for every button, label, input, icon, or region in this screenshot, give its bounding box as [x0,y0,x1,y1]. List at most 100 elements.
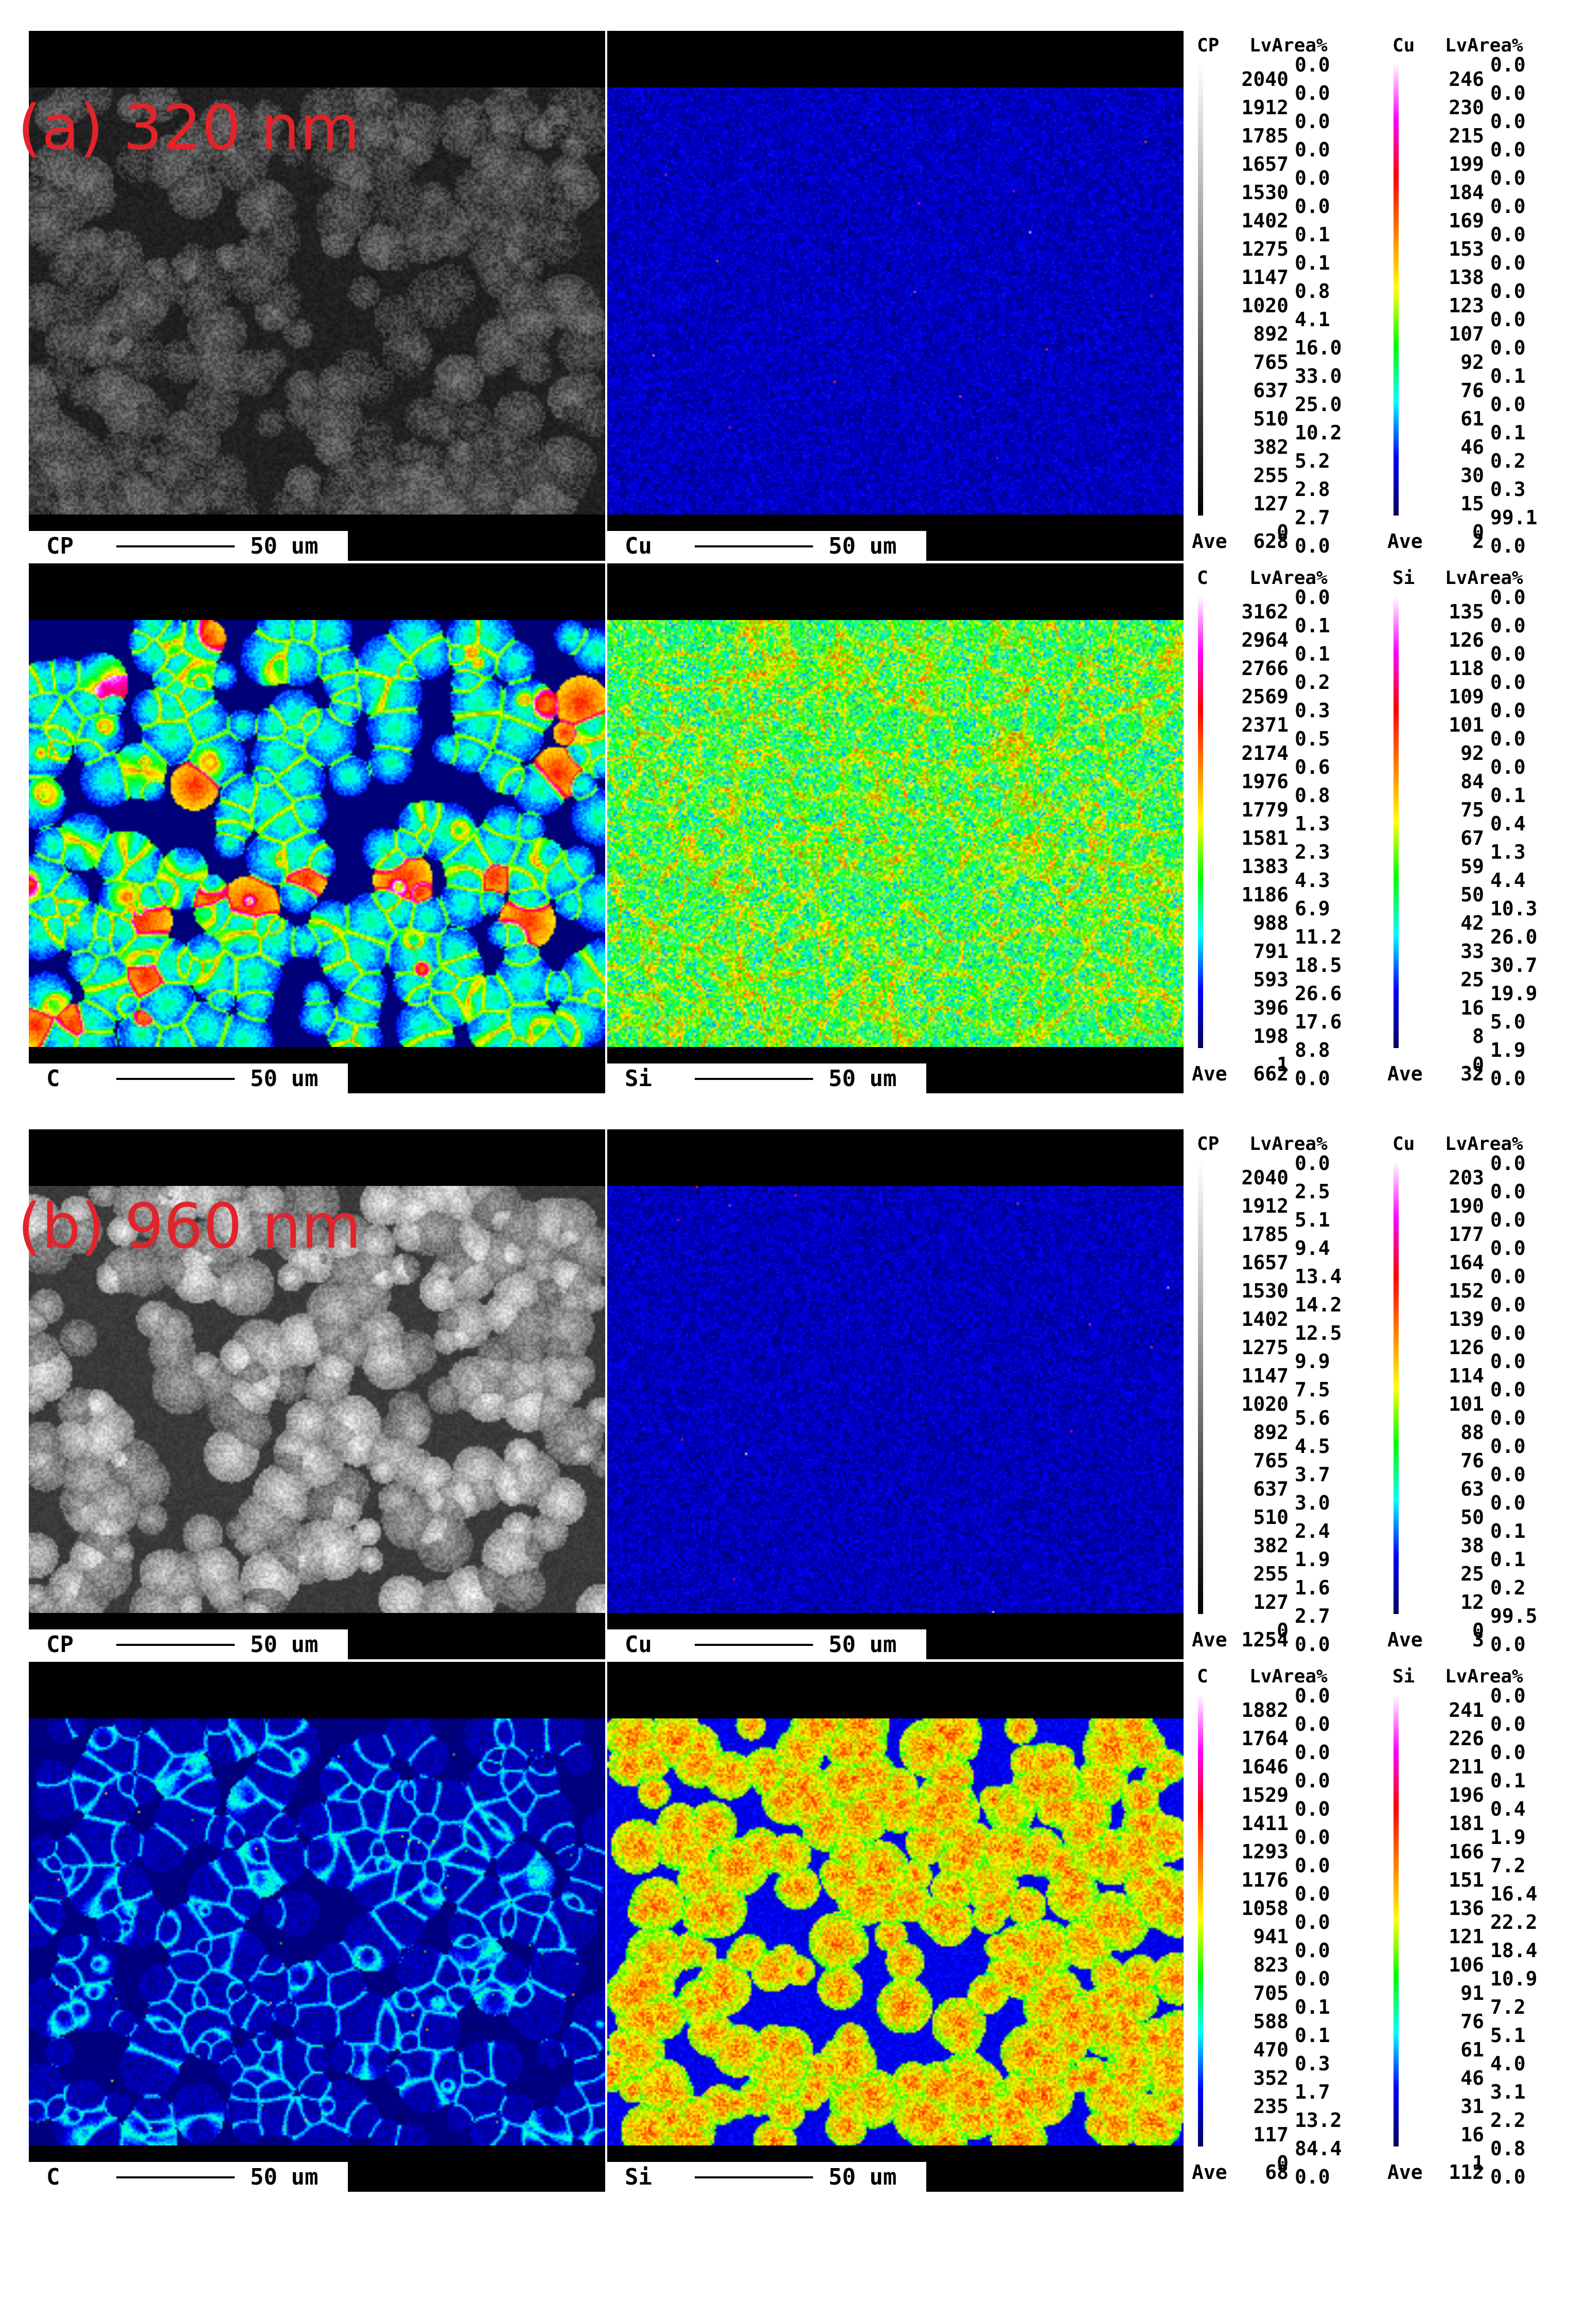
area-percent: 0.0 [1490,280,1526,303]
area-percent: 2.8 [1295,478,1330,501]
element-label: C [46,2164,60,2190]
area-percent: 0.2 [1490,450,1526,472]
eds-map-cu: Cu 50 um [607,1129,1184,1659]
color-scale-bar [1394,1161,1399,1614]
level-value: 16 [1460,2123,1484,2146]
level-value: 765 [1253,1449,1289,1472]
level-value: 1912 [1241,96,1289,119]
area-percent: 0.0 [1490,1463,1526,1486]
level-value: 2964 [1241,629,1289,651]
level-value: 118 [1449,657,1484,680]
area-percent: 1.3 [1490,841,1526,863]
area-percent: 2.7 [1295,1605,1330,1627]
level-value: 1293 [1241,1840,1289,1863]
level-legend-cp: CP LvArea% 2040 1912 1785 1657 1530 1402 1275 114… [1189,31,1379,561]
level-value: 235 [1253,2095,1289,2118]
map-caption: CP 50 um [29,531,348,561]
area-percent: 12.5 [1295,1322,1342,1344]
area-percent: 1.6 [1295,1576,1330,1599]
eds-map-c: C 50 um [29,563,605,1093]
level-value: 892 [1253,323,1289,345]
level-value: 25 [1460,968,1484,991]
average-value: 3 [1472,1628,1484,1651]
level-value: 1176 [1241,1869,1289,1891]
map-image [29,87,605,515]
area-percent: 0.0 [1490,586,1526,609]
level-value: 121 [1449,1925,1484,1948]
level-value: 988 [1253,912,1289,934]
area-percent: 10.9 [1490,1967,1538,1990]
area-percent: 10.3 [1490,897,1538,920]
scale-label: 50 um [250,533,319,559]
scale-bar [695,2176,813,2178]
area-percent: 10.2 [1295,421,1342,444]
average-label: Ave [1387,530,1423,553]
level-value: 92 [1460,351,1484,374]
level-value: 114 [1449,1364,1484,1387]
level-value: 76 [1460,379,1484,402]
legend-lvarea-header: LvArea% [1249,567,1328,589]
area-percent: 0.1 [1295,614,1330,637]
area-percent: 3.1 [1490,2081,1526,2103]
level-value: 765 [1253,351,1289,374]
area-percent: 0.0 [1490,1293,1526,1316]
level-legend-cu: Cu LvArea% 246 230 215 199 184 169 153 138 123 107 9… [1384,31,1575,561]
eds-map-c: C 50 um [29,1662,605,2192]
area-percent: 0.0 [1490,1633,1526,1656]
level-legend-c: C LvArea% 1882 1764 1646 1529 1411 1293 1176 1058… [1189,1662,1379,2192]
area-percent: 7.2 [1490,1854,1526,1877]
level-value: 1657 [1241,153,1289,175]
area-percent: 18.4 [1490,1939,1538,1962]
level-value: 50 [1460,883,1484,906]
scale-bar [116,2176,235,2178]
area-percent: 0.0 [1490,1265,1526,1288]
area-percent: 0.0 [1490,1713,1526,1735]
level-value: 25 [1460,1563,1484,1585]
area-percent: 84.4 [1295,2137,1342,2160]
area-percent: 0.0 [1295,1967,1330,1990]
area-percent: 0.0 [1490,110,1526,133]
sample-panel-a: CP 50 um CP LvArea% 2040 1912 1785 1657 1530 1402… [0,31,1587,1106]
area-percent: 0.1 [1295,643,1330,665]
level-value: 510 [1253,1506,1289,1529]
level-value: 75 [1460,799,1484,821]
level-value: 127 [1253,1591,1289,1613]
color-scale-bar [1394,63,1399,516]
area-percent: 0.0 [1295,110,1330,133]
color-scale-bar [1198,1694,1203,2146]
level-value: 92 [1460,742,1484,765]
scale-label: 50 um [828,533,897,559]
level-value: 203 [1449,1166,1484,1189]
element-label: Si [625,2164,652,2190]
area-percent: 5.0 [1490,1010,1526,1033]
element-label: CP [46,1631,74,1658]
area-percent: 2.7 [1295,506,1330,529]
area-percent: 0.0 [1490,223,1526,246]
area-percent: 7.2 [1490,1996,1526,2018]
area-percent: 0.0 [1295,1826,1330,1849]
legend-element: Cu [1392,1133,1415,1155]
area-percent: 0.8 [1490,2137,1526,2160]
level-value: 352 [1253,2067,1289,2089]
legend-lvarea-header: LvArea% [1445,35,1523,56]
element-label: CP [46,533,74,559]
area-percent: 0.0 [1490,167,1526,189]
area-percent: 18.5 [1295,954,1342,977]
area-percent: 2.4 [1295,1520,1330,1542]
area-percent: 0.0 [1295,535,1330,557]
area-percent: 0.0 [1295,1067,1330,1090]
level-value: 46 [1460,436,1484,458]
legend-lvarea-header: LvArea% [1249,1666,1328,1687]
sample-panel-b: CP 50 um CP LvArea% 2040 1912 1785 1657 1530 1402… [0,1129,1587,2205]
level-value: 2766 [1241,657,1289,680]
legend-lvarea-header: LvArea% [1445,1666,1523,1687]
area-percent: 0.0 [1295,2166,1330,2188]
level-value: 2040 [1241,68,1289,91]
level-value: 1020 [1241,1393,1289,1415]
level-value: 61 [1460,2038,1484,2061]
area-percent: 0.0 [1490,1492,1526,1514]
legend-element: Cu [1392,35,1415,56]
level-value: 0 [1277,1619,1289,1642]
map-caption: Si 50 um [607,2162,926,2192]
